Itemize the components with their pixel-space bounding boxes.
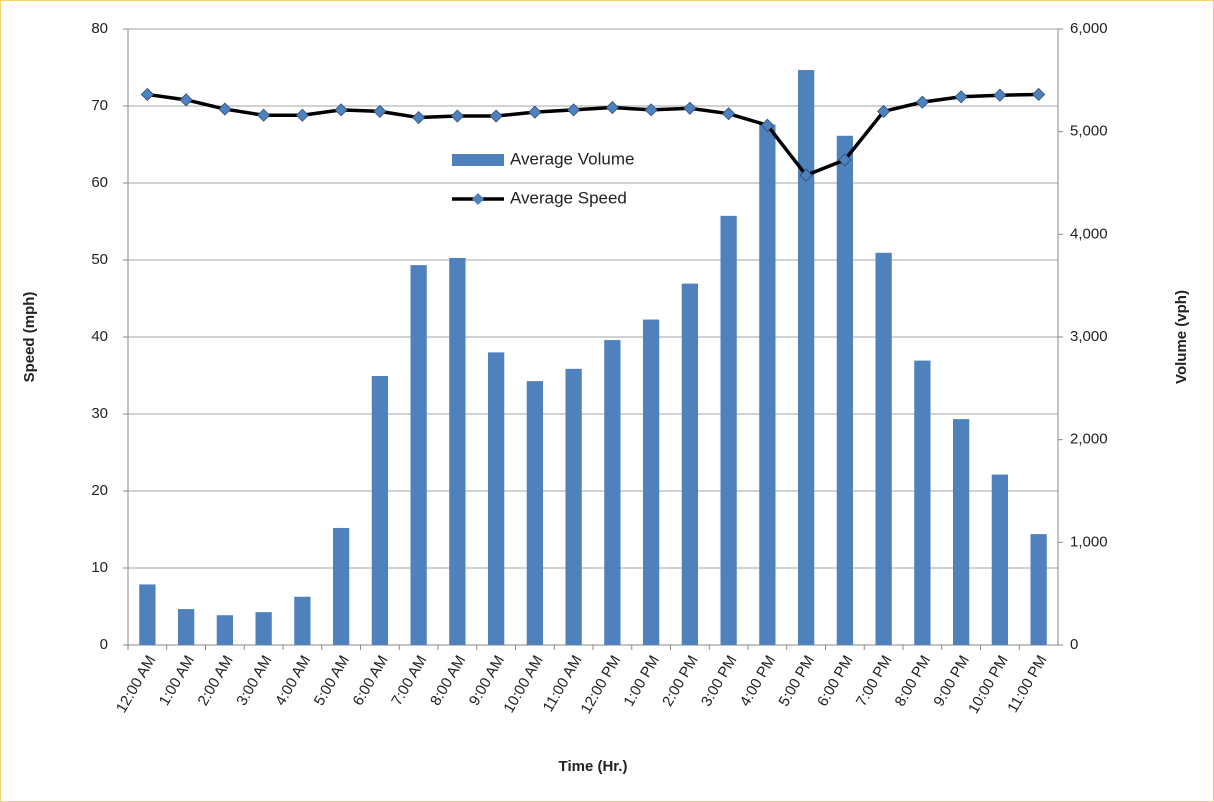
bar (371, 376, 389, 645)
marker (954, 90, 968, 104)
marker (179, 93, 193, 107)
y2-tick-label: 1,000 (1070, 533, 1108, 550)
bar (449, 257, 466, 645)
legend-label: Average Volume (510, 149, 634, 168)
y-tick-label: 60 (91, 174, 108, 191)
marker (644, 103, 658, 117)
x-axis-title: Time (Hr.) (559, 758, 628, 775)
bar (332, 527, 350, 645)
marker (915, 95, 929, 109)
bar (294, 596, 311, 645)
marker (760, 118, 774, 132)
marker (722, 107, 736, 121)
marker (257, 108, 271, 122)
bar (642, 319, 660, 645)
marker (799, 168, 813, 182)
bar (1030, 534, 1047, 645)
bar (797, 70, 815, 646)
marker (683, 101, 697, 115)
y-tick-label: 0 (100, 636, 108, 653)
marker (528, 105, 542, 119)
marker (373, 104, 387, 118)
y-tick-label: 20 (91, 482, 108, 499)
bar (836, 135, 854, 646)
marker (218, 102, 232, 116)
bar (255, 612, 272, 645)
y-tick-label: 80 (91, 20, 108, 37)
y2-tick-label: 6,000 (1070, 20, 1108, 37)
legend-label: Average Speed (510, 188, 627, 207)
y-tick-label: 30 (91, 405, 108, 422)
marker (567, 103, 581, 117)
y-tick-label: 40 (91, 328, 108, 345)
bar (526, 381, 544, 645)
marker (412, 110, 426, 125)
marker (140, 87, 154, 102)
bar (139, 584, 156, 645)
marker (993, 88, 1007, 102)
y2-tick-label: 5,000 (1070, 123, 1108, 140)
legend-marker (472, 193, 484, 205)
y2-tick-label: 0 (1070, 636, 1078, 653)
y-tick-label: 70 (91, 97, 108, 114)
y2-tick-label: 2,000 (1070, 431, 1108, 448)
y-tick-label: 10 (91, 559, 108, 576)
marker (838, 153, 852, 167)
marker (877, 104, 891, 118)
marker (334, 103, 348, 117)
marker (295, 108, 309, 122)
marker (489, 109, 503, 123)
bar (914, 360, 931, 645)
y-tick-label: 50 (91, 251, 108, 268)
bar (720, 215, 737, 645)
y2-tick-label: 4,000 (1070, 225, 1108, 242)
marker (1032, 87, 1046, 102)
y-axis-title: Speed (mph) (21, 292, 38, 383)
bar (565, 368, 582, 645)
bar (991, 474, 1009, 645)
bar (952, 419, 970, 645)
bar (759, 124, 776, 646)
bar (410, 265, 427, 645)
bar (487, 352, 505, 645)
y2-tick-label: 3,000 (1070, 328, 1108, 345)
marker (605, 100, 619, 115)
bar (604, 340, 621, 645)
marker (450, 109, 464, 123)
bar (177, 609, 195, 645)
bar (875, 252, 892, 645)
bar (216, 615, 234, 645)
legend-swatch (452, 154, 504, 166)
y2-axis-title: Volume (vph) (1173, 290, 1190, 384)
bar (681, 283, 699, 645)
